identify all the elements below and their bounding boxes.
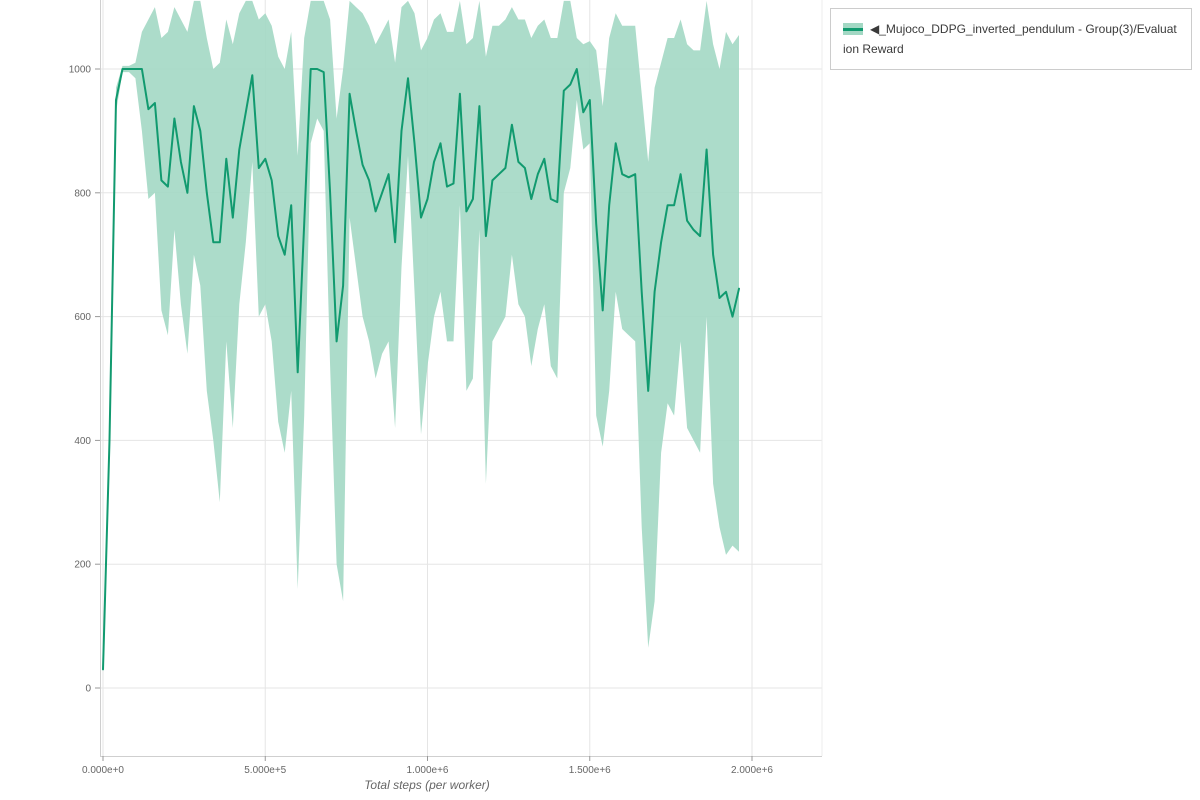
x-tick-label: 1.000e+6 bbox=[407, 765, 449, 776]
y-tick-label: 400 bbox=[74, 436, 91, 447]
legend-swatch-line-icon bbox=[843, 28, 863, 31]
y-tick-label: 600 bbox=[74, 312, 91, 323]
y-tick-label: 800 bbox=[74, 188, 91, 199]
y-tick-label: 0 bbox=[85, 684, 91, 695]
x-axis-title: Total steps (per worker) bbox=[364, 778, 490, 792]
x-tick-label: 0.000e+0 bbox=[82, 765, 124, 776]
y-tick-label: 200 bbox=[74, 560, 91, 571]
y-tick-label: 1000 bbox=[69, 65, 92, 76]
tick-labels: 0 200 400 600 800 1000 0.000e+0 5.000e+5 1.000e+… bbox=[69, 65, 774, 777]
legend-label: ◀_Mujoco_DDPG_inverted_pendulum - Group(… bbox=[843, 22, 1177, 56]
mean-line bbox=[102, 68, 740, 671]
x-tick-label: 5.000e+5 bbox=[244, 765, 286, 776]
confidence-band bbox=[103, 0, 739, 673]
legend: ◀_Mujoco_DDPG_inverted_pendulum - Group(… bbox=[830, 8, 1192, 70]
plot-area[interactable] bbox=[100, 0, 822, 756]
legend-swatch-band-icon bbox=[843, 23, 863, 35]
x-tick-label: 2.000e+6 bbox=[731, 765, 773, 776]
legend-item[interactable]: ◀_Mujoco_DDPG_inverted_pendulum - Group(… bbox=[843, 19, 1179, 59]
x-tick-label: 1.500e+6 bbox=[569, 765, 611, 776]
axes bbox=[100, 0, 823, 757]
